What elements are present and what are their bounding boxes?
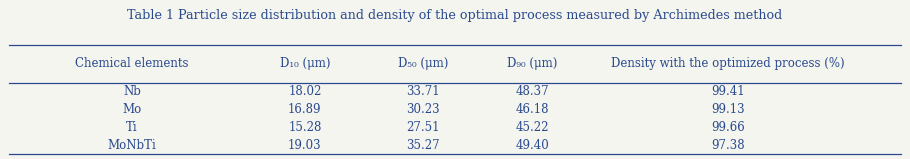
Text: Table 1 Particle size distribution and density of the optimal process measured b: Table 1 Particle size distribution and d… <box>127 9 783 22</box>
Text: Nb: Nb <box>123 85 141 98</box>
Text: Chemical elements: Chemical elements <box>76 57 188 70</box>
Text: 18.02: 18.02 <box>288 85 321 98</box>
Text: 30.23: 30.23 <box>407 103 440 116</box>
Text: 19.03: 19.03 <box>288 139 321 152</box>
Text: 49.40: 49.40 <box>515 139 550 152</box>
Text: D₅₀ (μm): D₅₀ (μm) <box>398 57 449 70</box>
Text: 15.28: 15.28 <box>288 121 321 134</box>
Text: 48.37: 48.37 <box>516 85 549 98</box>
Text: 27.51: 27.51 <box>407 121 440 134</box>
Text: 99.13: 99.13 <box>712 103 744 116</box>
Text: 45.22: 45.22 <box>516 121 549 134</box>
Text: 33.71: 33.71 <box>407 85 440 98</box>
Text: D₉₀ (μm): D₉₀ (μm) <box>507 57 558 70</box>
Text: Mo: Mo <box>122 103 142 116</box>
Text: 46.18: 46.18 <box>516 103 549 116</box>
Text: Density with the optimized process (%): Density with the optimized process (%) <box>612 57 844 70</box>
Text: 97.38: 97.38 <box>712 139 744 152</box>
Text: Ti: Ti <box>126 121 137 134</box>
Text: D₁₀ (μm): D₁₀ (μm) <box>279 57 330 70</box>
Text: 35.27: 35.27 <box>407 139 440 152</box>
Text: 99.66: 99.66 <box>711 121 745 134</box>
Text: MoNbTi: MoNbTi <box>107 139 157 152</box>
Text: 16.89: 16.89 <box>288 103 321 116</box>
Text: 99.41: 99.41 <box>712 85 744 98</box>
